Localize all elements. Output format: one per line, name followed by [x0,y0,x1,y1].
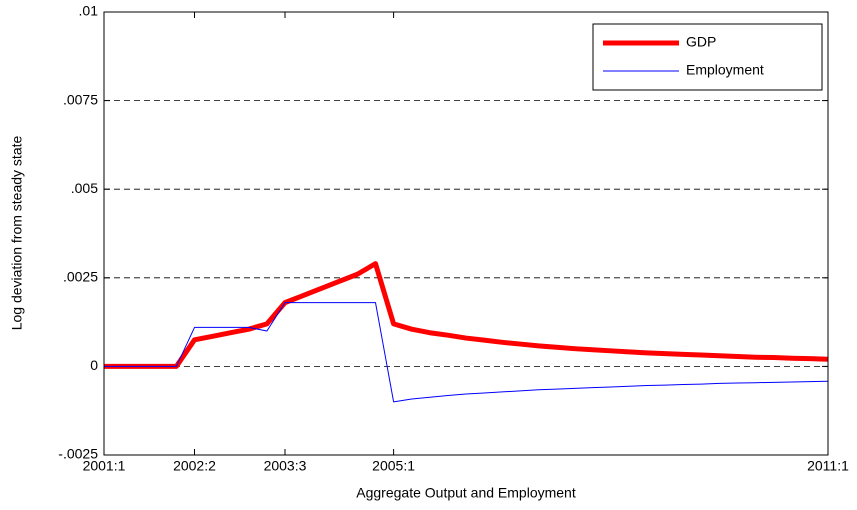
x-tick-label: 2003:3 [264,458,307,474]
x-tick-label: 2002:2 [173,458,216,474]
y-axis-label: Log deviation from steady state [9,136,25,331]
y-tick-label: .0025 [63,269,98,285]
y-tick-label: .0075 [63,91,98,107]
series-line [104,261,829,369]
y-tick-label: -.0025 [58,446,98,462]
x-tick-label: 2011:1 [807,458,849,474]
legend-label: GDP [686,34,716,50]
x-tick-label: 2005:1 [372,458,415,474]
y-tick-label: 0 [90,357,98,373]
legend-box [592,23,823,91]
legend-label: Employment [686,62,764,78]
y-tick-label: .01 [79,3,99,19]
x-axis-label: Aggregate Output and Employment [356,485,576,501]
y-tick-label: .005 [71,180,98,196]
x-tick-label: 2001:1 [83,458,126,474]
series-line [104,302,829,403]
axes-box [103,11,829,456]
